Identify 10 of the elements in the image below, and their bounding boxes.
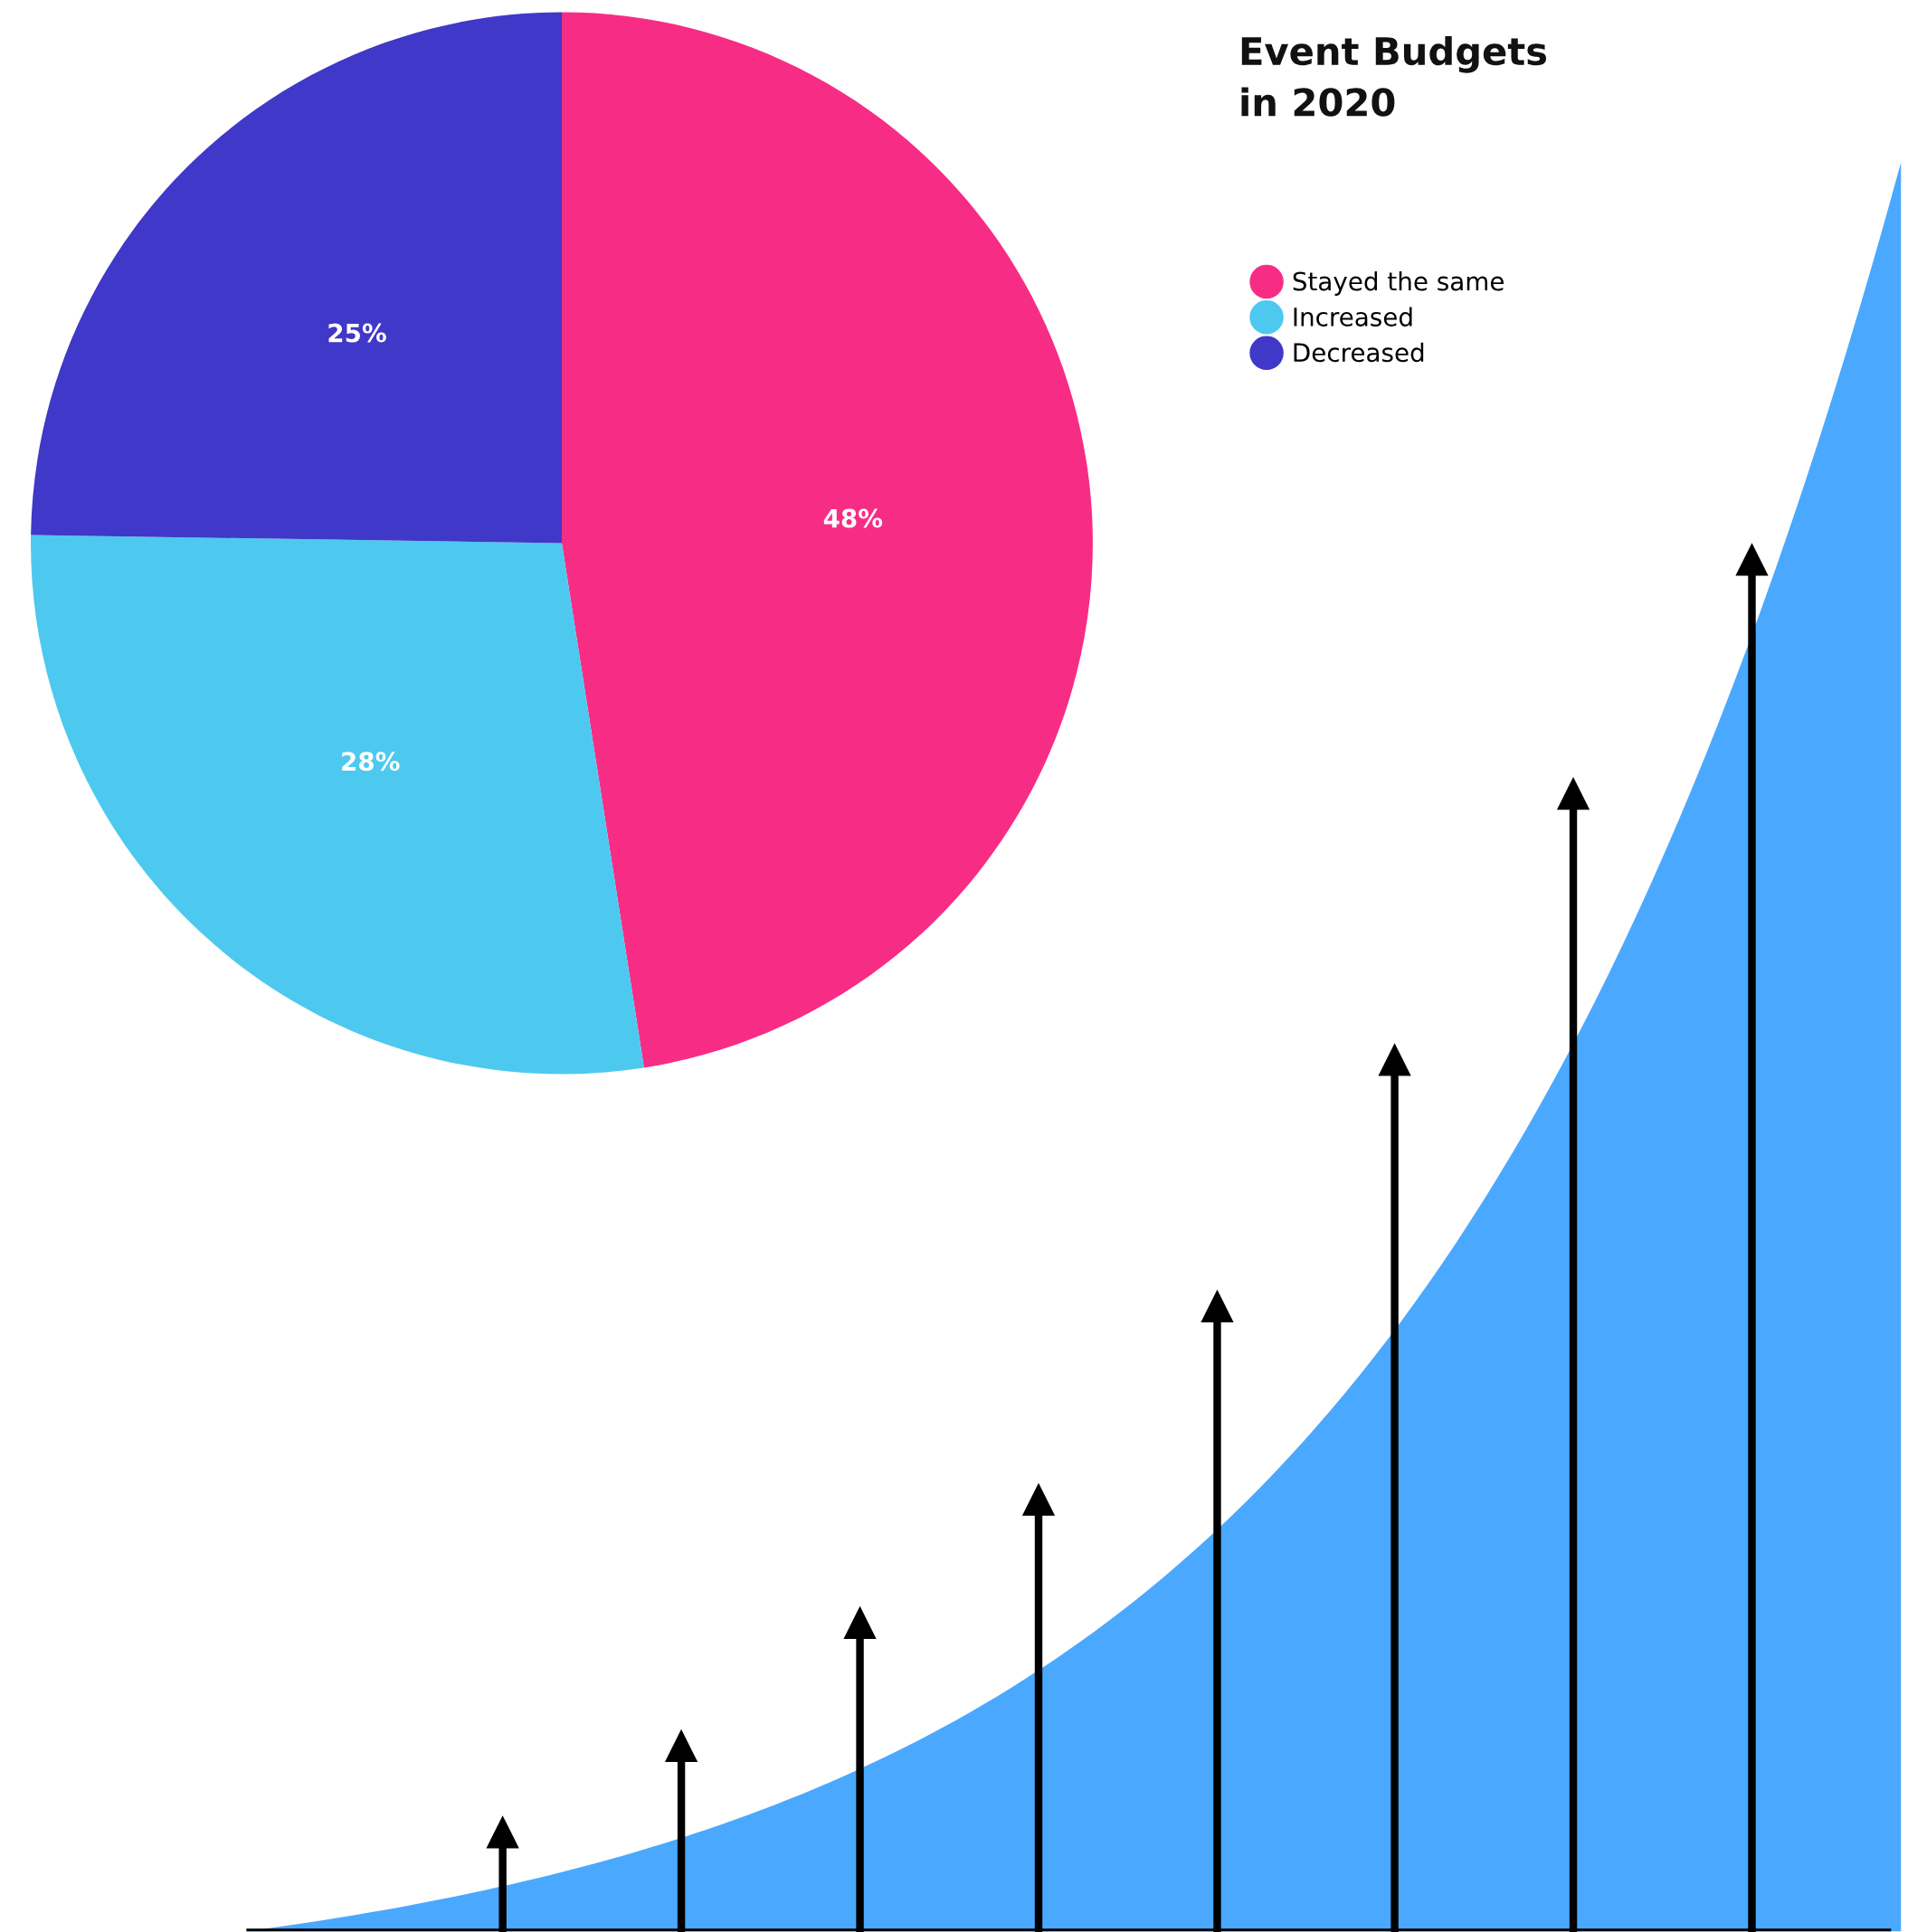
- data-label: 48%: [823, 508, 883, 528]
- data-label: 25%: [328, 323, 386, 343]
- pie-slice: [561, 12, 1093, 1068]
- legend-label: Increased: [1294, 307, 1412, 327]
- data-label: 28%: [342, 752, 400, 772]
- pie-slice: [31, 12, 562, 544]
- legend-label: Decreased: [1294, 342, 1424, 363]
- text: Event Budgets in 2020: [1241, 36, 1547, 117]
- pie-slice: [31, 535, 644, 1075]
- legend-label: Stayed the same: [1293, 271, 1504, 296]
